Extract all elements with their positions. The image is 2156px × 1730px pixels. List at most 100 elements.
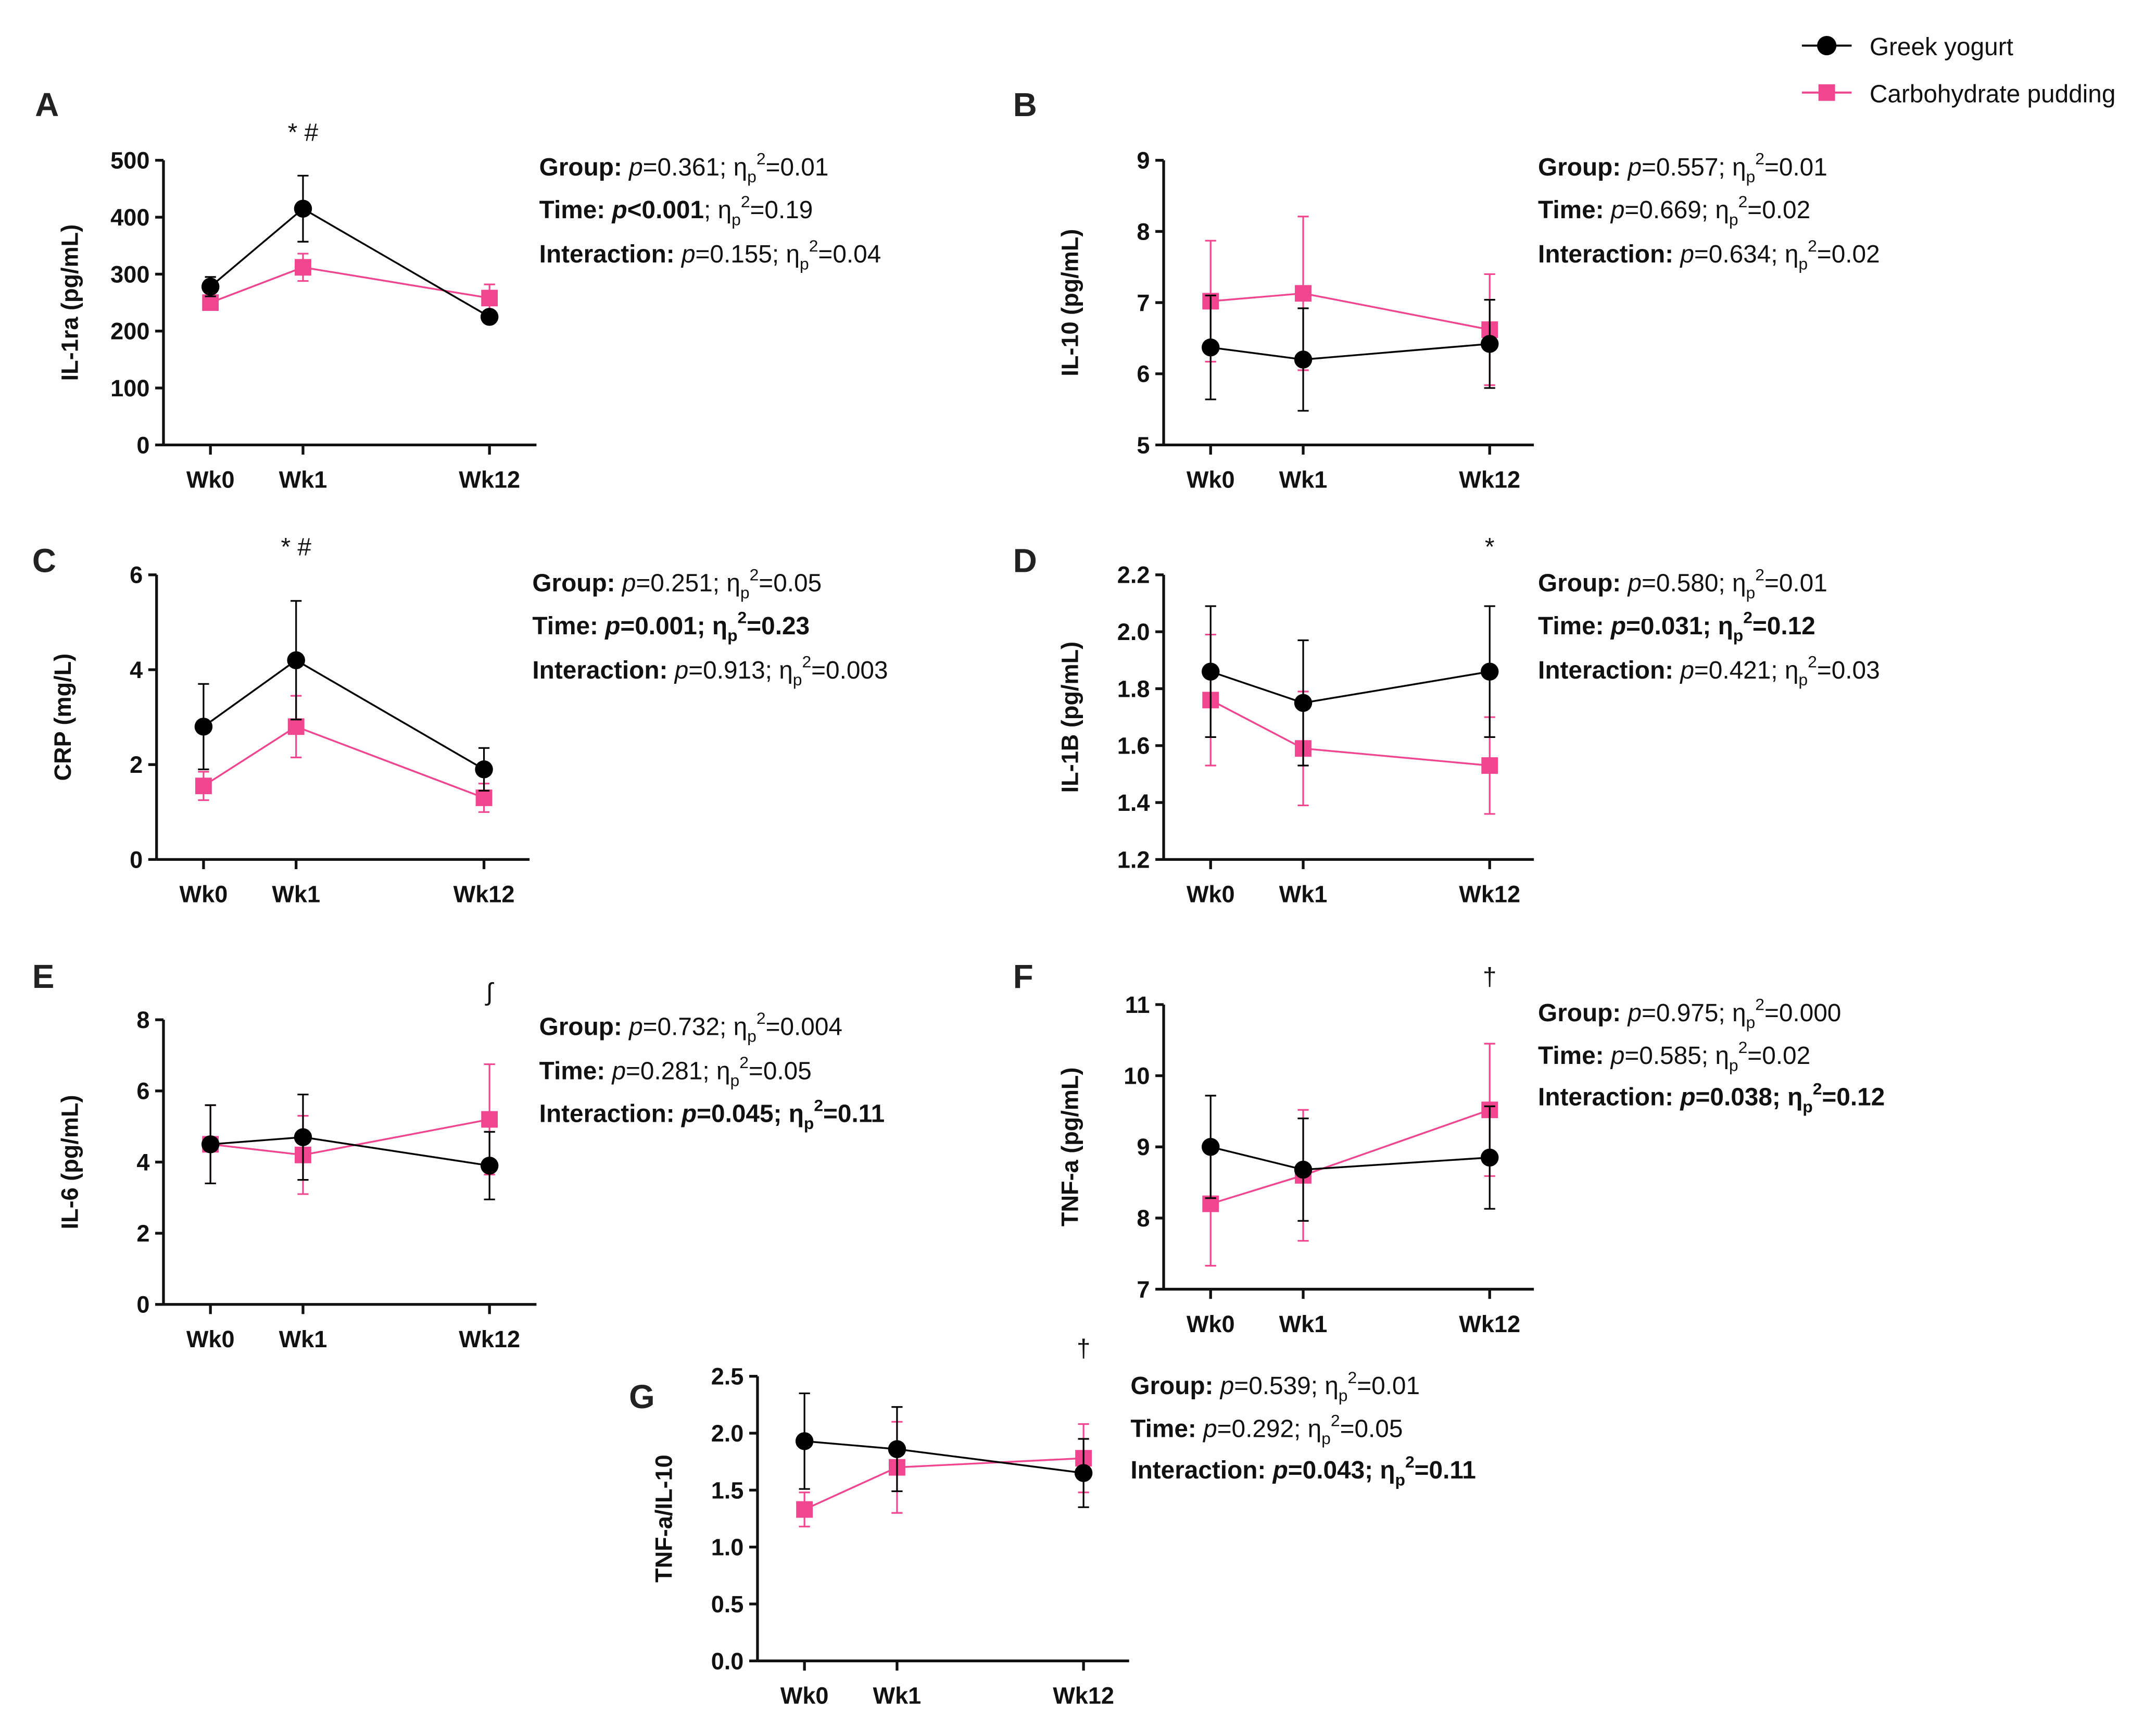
stat-eta-superscript: 2: [1405, 1452, 1415, 1471]
stat-eta-symbol: η: [779, 657, 793, 684]
series-line: [1210, 670, 1490, 704]
stat-space: [667, 657, 674, 684]
stat-eta-superscript: 2: [757, 1009, 766, 1027]
y-tick-label: 2: [136, 1220, 149, 1247]
data-point: [1481, 757, 1498, 774]
stat-eta-symbol: η: [1787, 1084, 1802, 1111]
stat-separator: ;: [704, 196, 718, 224]
y-tick-label: 400: [110, 204, 149, 231]
stat-label: Time:: [1538, 612, 1604, 640]
stat-separator: [1781, 1084, 1787, 1111]
stat-eta-subscript: p: [1321, 1429, 1331, 1448]
stat-eta-symbol: η: [789, 1100, 804, 1128]
stat-p-symbol: p: [1610, 612, 1626, 640]
series-line: [210, 1136, 490, 1167]
stat-separator: ;: [1718, 154, 1732, 181]
stat-label: Group:: [1130, 1372, 1213, 1400]
stat-eta-value: =0.01: [766, 154, 829, 181]
stat-separator: [1373, 1457, 1380, 1484]
stat-eta-symbol: η: [712, 612, 727, 640]
stat-eta-superscript: 2: [1331, 1411, 1340, 1430]
stat-p-symbol: p: [628, 154, 643, 181]
x-tick-label: Wk12: [459, 467, 520, 493]
data-point: [481, 290, 498, 307]
stat-space: [1673, 657, 1680, 684]
stat-eta-superscript: 2: [1755, 565, 1764, 584]
significance-marker: †: [1483, 963, 1497, 991]
stat-eta-superscript: 2: [757, 149, 766, 168]
data-point: [475, 760, 493, 779]
y-tick-label: 1.8: [1117, 675, 1150, 702]
stat-space: [1673, 241, 1680, 268]
y-tick-label: 0.5: [711, 1591, 744, 1618]
stat-p-value: =0.557: [1642, 154, 1718, 181]
stat-eta-superscript: 2: [1755, 995, 1764, 1014]
stat-eta-subscript: p: [1746, 167, 1756, 186]
stat-p-symbol: p: [628, 1013, 643, 1040]
stat-eta-subscript: p: [1339, 1386, 1348, 1405]
significance-marker: * #: [288, 119, 319, 147]
stat-separator: ;: [720, 154, 734, 181]
data-point: [294, 199, 312, 218]
stat-eta-subscript: p: [1798, 670, 1808, 689]
stat-eta-superscript: 2: [1348, 1368, 1357, 1387]
stat-eta-subscript: p: [800, 254, 809, 273]
stat-space: [1621, 154, 1628, 181]
series-greek-yogurt: [201, 174, 499, 326]
stat-p-symbol: p: [1627, 154, 1642, 181]
x-tick-label: Wk1: [873, 1683, 922, 1709]
stat-eta-superscript: 2: [738, 608, 747, 627]
y-tick-label: 4: [136, 1149, 149, 1175]
series-line: [203, 659, 485, 770]
stat-p-symbol: p: [1610, 196, 1625, 224]
significance-marker: * #: [281, 534, 311, 561]
data-point: [1480, 662, 1499, 681]
significance-marker: ∫: [485, 979, 495, 1006]
panel-letter: E: [32, 958, 54, 995]
stat-line: Time: p=0.669; ηp2=0.02: [1538, 192, 1810, 229]
stat-line: Time: p=0.281; ηp2=0.05: [539, 1053, 812, 1089]
stat-eta-subscript: p: [740, 583, 750, 602]
data-point: [1294, 1160, 1313, 1179]
x-tick-label: Wk0: [1187, 881, 1235, 908]
stat-line: Group: p=0.539; ηp2=0.01: [1130, 1368, 1420, 1405]
stat-line: Group: p=0.975; ηp2=0.000: [1538, 995, 1841, 1032]
series-greek-yogurt: [201, 1094, 499, 1200]
stat-eta-symbol: η: [1380, 1457, 1395, 1484]
stat-line: Time: p=0.585; ηp2=0.02: [1538, 1038, 1810, 1074]
stat-p-value: <0.001: [627, 196, 704, 224]
stat-space: [1621, 570, 1628, 597]
significance-marker: †: [1077, 1335, 1091, 1363]
stat-eta-subscript: p: [1798, 254, 1808, 273]
stat-line: Time: p<0.001; ηp2=0.19: [539, 192, 813, 229]
stat-line: Interaction: p=0.913; ηp2=0.003: [532, 653, 888, 689]
stat-eta-value: =0.03: [1817, 657, 1880, 684]
stat-p-value: =0.251: [636, 570, 712, 597]
stat-p-value: =0.669: [1624, 196, 1701, 224]
stat-label: Group:: [539, 1013, 622, 1040]
stat-p-symbol: p: [1219, 1372, 1234, 1400]
stat-p-value: =0.585: [1624, 1042, 1701, 1070]
y-axis-label: CRP (mg/L): [49, 654, 76, 781]
stat-label: Time:: [1130, 1415, 1196, 1443]
stat-p-symbol: p: [680, 1100, 697, 1128]
panel-letter: A: [35, 86, 59, 123]
y-tick-label: 0.0: [711, 1648, 744, 1674]
stat-p-symbol: p: [1679, 241, 1694, 268]
stat-p-value: =0.913: [688, 657, 765, 684]
series-greek-yogurt: [795, 1392, 1093, 1508]
stat-eta-symbol: η: [734, 1013, 748, 1040]
y-tick-label: 1.6: [1117, 733, 1150, 759]
y-tick-label: 1.2: [1117, 846, 1150, 873]
x-tick-label: Wk1: [1279, 1311, 1328, 1337]
stat-line: Interaction: p=0.421; ηp2=0.03: [1538, 653, 1880, 689]
stat-separator: ;: [1294, 1415, 1308, 1443]
stat-label: Group:: [1538, 570, 1621, 597]
y-axis-label: TNF-a (pg/mL): [1057, 1067, 1083, 1226]
stat-eta-value: =0.004: [766, 1013, 842, 1040]
series-line: [203, 725, 485, 799]
series-greek-yogurt: [1201, 294, 1499, 412]
stat-eta-superscript: 2: [802, 653, 811, 671]
